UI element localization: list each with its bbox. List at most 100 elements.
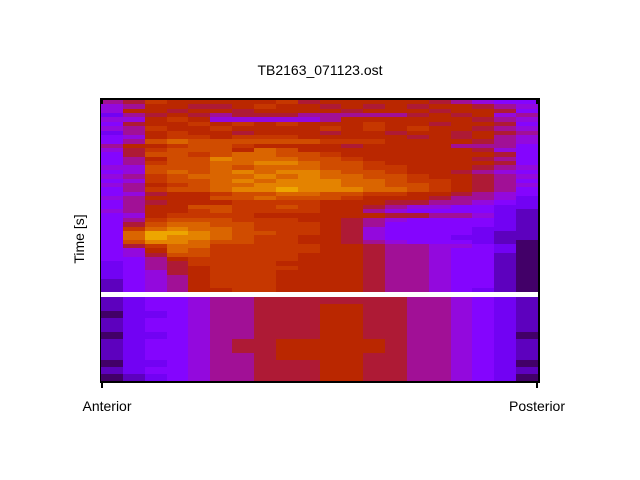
heatmap-cell xyxy=(516,230,538,236)
heatmap-cell xyxy=(166,182,189,188)
heatmap-cell xyxy=(341,213,364,218)
heatmap-cell xyxy=(319,367,342,374)
heatmap-cell xyxy=(450,257,473,262)
heatmap-cell xyxy=(406,200,429,205)
heatmap-cell xyxy=(188,217,211,223)
heatmap-cell xyxy=(297,117,320,122)
heatmap-cell xyxy=(210,332,233,339)
heatmap-cell xyxy=(406,235,429,240)
heatmap-cell xyxy=(450,265,473,271)
heatmap-cell xyxy=(428,367,451,374)
heatmap-cell xyxy=(232,174,254,179)
heatmap-cell xyxy=(494,161,517,166)
heatmap-cell xyxy=(385,209,407,214)
heatmap-cell xyxy=(363,278,386,284)
heatmap-cell xyxy=(428,217,451,223)
heatmap-cell xyxy=(297,374,320,381)
heatmap-cell xyxy=(101,126,123,131)
heatmap-cell xyxy=(253,217,276,223)
heatmap-cell xyxy=(494,244,517,249)
heatmap-cell xyxy=(341,121,364,127)
heatmap-cell xyxy=(166,274,189,279)
heatmap-cell xyxy=(101,287,123,292)
heatmap-cell xyxy=(232,283,254,288)
heatmap-cell xyxy=(428,252,451,258)
heatmap-cell xyxy=(297,204,320,210)
heatmap-cell xyxy=(166,104,189,109)
heatmap-cell xyxy=(144,187,167,192)
heatmap-cell xyxy=(188,113,211,118)
heatmap-cell xyxy=(275,100,298,105)
heatmap-cell xyxy=(253,222,276,227)
heatmap-cell xyxy=(144,165,167,170)
heatmap-cell xyxy=(406,100,429,105)
heatmap-cell xyxy=(101,187,123,192)
heatmap-cell xyxy=(363,191,386,196)
heatmap-cell xyxy=(363,165,386,170)
heatmap-cell xyxy=(101,244,123,249)
heatmap-cell xyxy=(406,165,429,170)
heatmap-cell xyxy=(341,226,364,231)
heatmap-cell xyxy=(406,126,429,131)
heatmap-cell xyxy=(472,304,495,311)
heatmap-cell xyxy=(253,156,276,162)
heatmap-cell xyxy=(166,244,189,249)
heatmap-cell xyxy=(406,311,429,318)
heatmap-cell xyxy=(144,204,167,210)
heatmap-cell xyxy=(275,339,298,346)
heatmap-cell xyxy=(122,121,145,127)
heatmap-cell xyxy=(144,191,167,196)
heatmap-cell xyxy=(101,191,123,196)
heatmap-cell xyxy=(472,165,495,170)
heatmap-cell xyxy=(166,200,189,205)
heatmap-cell xyxy=(319,200,342,205)
heatmap-cell xyxy=(428,261,451,266)
heatmap-cell xyxy=(188,156,211,162)
heatmap-cell xyxy=(232,108,254,114)
heatmap-lower-section xyxy=(101,297,538,381)
heatmap-cell xyxy=(516,143,538,148)
heatmap-cell xyxy=(319,156,342,162)
heatmap-cell xyxy=(101,274,123,279)
heatmap-cell xyxy=(363,196,386,201)
heatmap-cell xyxy=(428,187,451,192)
heatmap-cell xyxy=(450,318,473,325)
heatmap-cell xyxy=(253,174,276,179)
heatmap-cell xyxy=(363,139,386,144)
heatmap-cell xyxy=(516,244,538,249)
heatmap-cell xyxy=(188,360,211,367)
heatmap-cell xyxy=(253,113,276,118)
heatmap-cell xyxy=(472,134,495,140)
heatmap-cell xyxy=(516,113,538,118)
heatmap-cell xyxy=(428,244,451,249)
heatmap-cell xyxy=(210,191,233,196)
heatmap-cell xyxy=(232,139,254,144)
heatmap-cell xyxy=(275,143,298,148)
heatmap-cell xyxy=(428,100,451,105)
heatmap-cell xyxy=(341,252,364,258)
heatmap-cell xyxy=(210,374,233,381)
heatmap-cell xyxy=(122,143,145,148)
heatmap-cell xyxy=(144,270,167,275)
heatmap-cell xyxy=(253,311,276,318)
heatmap-cell xyxy=(166,374,189,381)
heatmap-cell xyxy=(101,204,123,210)
heatmap-cell xyxy=(166,297,189,304)
heatmap-cell xyxy=(319,346,342,353)
heatmap-cell xyxy=(363,304,386,311)
heatmap-cell xyxy=(516,226,538,231)
heatmap-cell xyxy=(406,191,429,196)
heatmap-cell xyxy=(275,187,298,192)
heatmap-cell xyxy=(166,346,189,353)
heatmap-cell xyxy=(406,360,429,367)
heatmap-cell xyxy=(188,235,211,240)
heatmap-cell xyxy=(450,248,473,253)
heatmap-cell xyxy=(472,353,495,360)
heatmap-cell xyxy=(122,222,145,227)
heatmap-cell xyxy=(122,339,145,346)
heatmap-cell xyxy=(494,134,517,140)
heatmap-cell xyxy=(406,182,429,188)
heatmap-cell xyxy=(406,270,429,275)
heatmap-cell xyxy=(275,161,298,166)
heatmap-cell xyxy=(450,252,473,258)
